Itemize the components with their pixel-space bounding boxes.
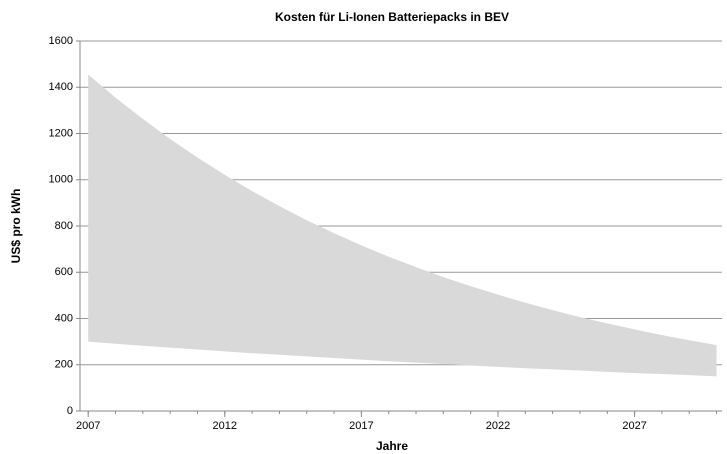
x-tick-label: 2017 [349,420,373,432]
y-tick-label: 800 [55,220,73,232]
x-tick-label: 2007 [76,420,100,432]
y-tick-label: 1200 [49,127,73,139]
range-area [88,74,717,377]
x-tick-label: 2022 [486,420,510,432]
y-tick-label: 1400 [49,81,73,93]
x-axis-title: Jahre [376,439,408,453]
y-axis-title: US$ pro kWh [9,189,23,264]
x-tick-label: 2012 [213,420,237,432]
y-tick-label: 200 [55,359,73,371]
y-tick-label: 1000 [49,174,73,186]
chart-title: Kosten für Li-Ionen Batteriepacks in BEV [275,10,509,24]
x-tick-label: 2027 [622,420,646,432]
y-tick-label: 0 [67,405,73,417]
y-tick-label: 1600 [49,35,73,47]
y-tick-label: 400 [55,312,73,324]
y-tick-label: 600 [55,266,73,278]
